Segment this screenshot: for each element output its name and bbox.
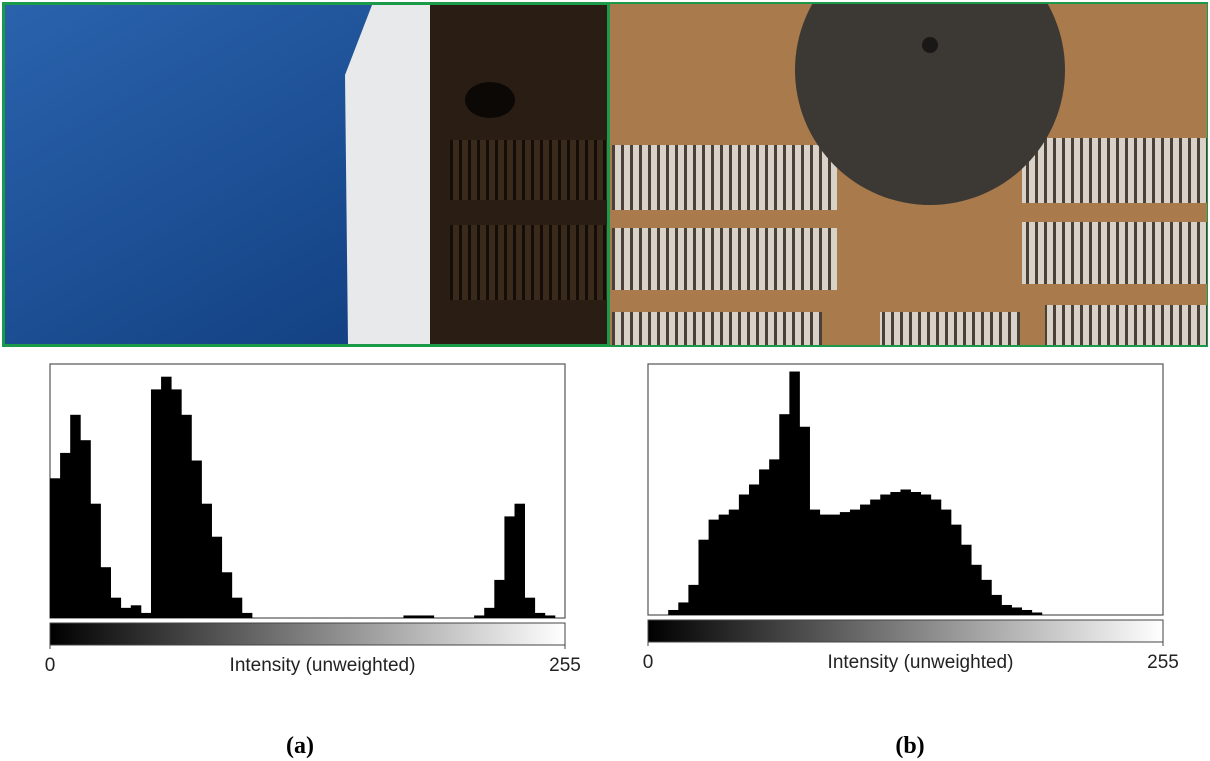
histogram-bar [90, 504, 100, 618]
photo-b-bolt [922, 37, 938, 53]
histogram-bar [60, 453, 70, 618]
histogram-bar [900, 490, 910, 616]
photo-a-hole [465, 82, 515, 118]
histogram-bar [151, 389, 161, 618]
histogram-bar [1032, 612, 1042, 615]
histogram-bar [161, 377, 171, 618]
photo-b [610, 0, 1207, 345]
photo-b-grille [1022, 138, 1207, 203]
photo-b-grille [612, 145, 837, 210]
histogram-bar [535, 613, 545, 618]
histogram-bar [749, 484, 759, 615]
plot-frame [50, 364, 565, 618]
histogram-bar [860, 505, 870, 615]
intensity-colorbar [648, 620, 1163, 642]
histogram-bar [668, 610, 678, 615]
photo-a-grille [450, 140, 607, 200]
histogram-bar [840, 512, 850, 615]
histogram-bar [50, 478, 60, 618]
histogram-bar [870, 500, 880, 615]
x-tick-label: 255 [549, 655, 581, 676]
histogram-bar [941, 510, 951, 615]
histogram-bar [80, 440, 90, 618]
histogram-bar [921, 495, 931, 615]
photo-b-grille [612, 312, 822, 345]
histogram-bar [232, 598, 242, 618]
histogram-bar [515, 504, 525, 618]
histogram-bar [890, 492, 900, 615]
histogram-bar [424, 615, 434, 618]
histogram-bar [403, 615, 413, 618]
histogram-bar [688, 585, 698, 615]
histogram-bar [880, 495, 890, 615]
histogram-bar [810, 510, 820, 615]
histogram-bar [171, 389, 181, 618]
photo-b-grille [1022, 222, 1207, 284]
histogram-bar [769, 459, 779, 615]
x-axis-label: Intensity (unweighted) [828, 652, 1014, 673]
caption: (a) [286, 733, 314, 759]
histogram-bar [830, 515, 840, 615]
x-axis-label: Intensity (unweighted) [230, 655, 416, 676]
histogram-bar [212, 537, 222, 618]
photo-b-grille [612, 228, 837, 290]
histogram-bar [678, 602, 688, 615]
histogram-bar [961, 545, 971, 615]
histogram-bar [729, 510, 739, 615]
intensity-colorbar [50, 623, 565, 645]
histogram-bar [981, 580, 991, 615]
photo-a-panel [345, 5, 430, 344]
histogram-bar [414, 615, 424, 618]
histogram-bar [131, 605, 141, 618]
histogram-bar [525, 598, 535, 618]
histogram-bar [1001, 605, 1011, 615]
histogram-bar [242, 613, 252, 618]
plots: 0 255 Intensity (unweighted) (a) 0 255 Intensi… [45, 364, 1179, 759]
figure: 0 255 Intensity (unweighted) (a) 0 255 Intensi… [0, 0, 1210, 761]
histogram-bar [719, 515, 729, 615]
histogram-bar [191, 461, 201, 618]
caption: (b) [895, 733, 924, 759]
histogram-bar [991, 595, 1001, 615]
x-tick-label: 0 [45, 655, 56, 676]
photo-b-grille [1045, 305, 1207, 345]
histogram-bar [789, 372, 799, 615]
histogram-bar [121, 608, 131, 618]
x-tick-label: 255 [1147, 652, 1179, 673]
histogram-bar [494, 580, 504, 618]
histogram-bar [100, 567, 110, 618]
histogram-bar [201, 504, 211, 618]
histogram-bar [222, 572, 232, 618]
histogram-bar [698, 540, 708, 615]
histogram-bar [545, 615, 555, 618]
histogram-bar [759, 469, 769, 615]
histogram-bar [779, 414, 789, 615]
histogram-bar [971, 565, 981, 615]
histogram-bar [799, 427, 809, 615]
histogram-bar [474, 615, 484, 618]
photos [2, 0, 1208, 347]
histogram-bar [484, 608, 494, 618]
histogram-bar [111, 598, 121, 618]
histogram-bar [911, 492, 921, 615]
histogram-bar [739, 495, 749, 615]
histogram-bar [951, 525, 961, 615]
photo-a-grille [450, 225, 607, 300]
histogram-bar [504, 516, 514, 618]
photo-b-grille [880, 312, 1020, 345]
x-tick-label: 0 [643, 652, 654, 673]
histogram-bar [1022, 610, 1032, 615]
histogram-bar [141, 613, 151, 618]
histogram-bar [820, 515, 830, 615]
histogram-bar [709, 520, 719, 615]
histogram-bar [850, 510, 860, 615]
histogram-bar [931, 500, 941, 615]
histogram-bar [181, 415, 191, 618]
histogram-bar [70, 415, 80, 618]
histogram-bar [1012, 607, 1022, 615]
